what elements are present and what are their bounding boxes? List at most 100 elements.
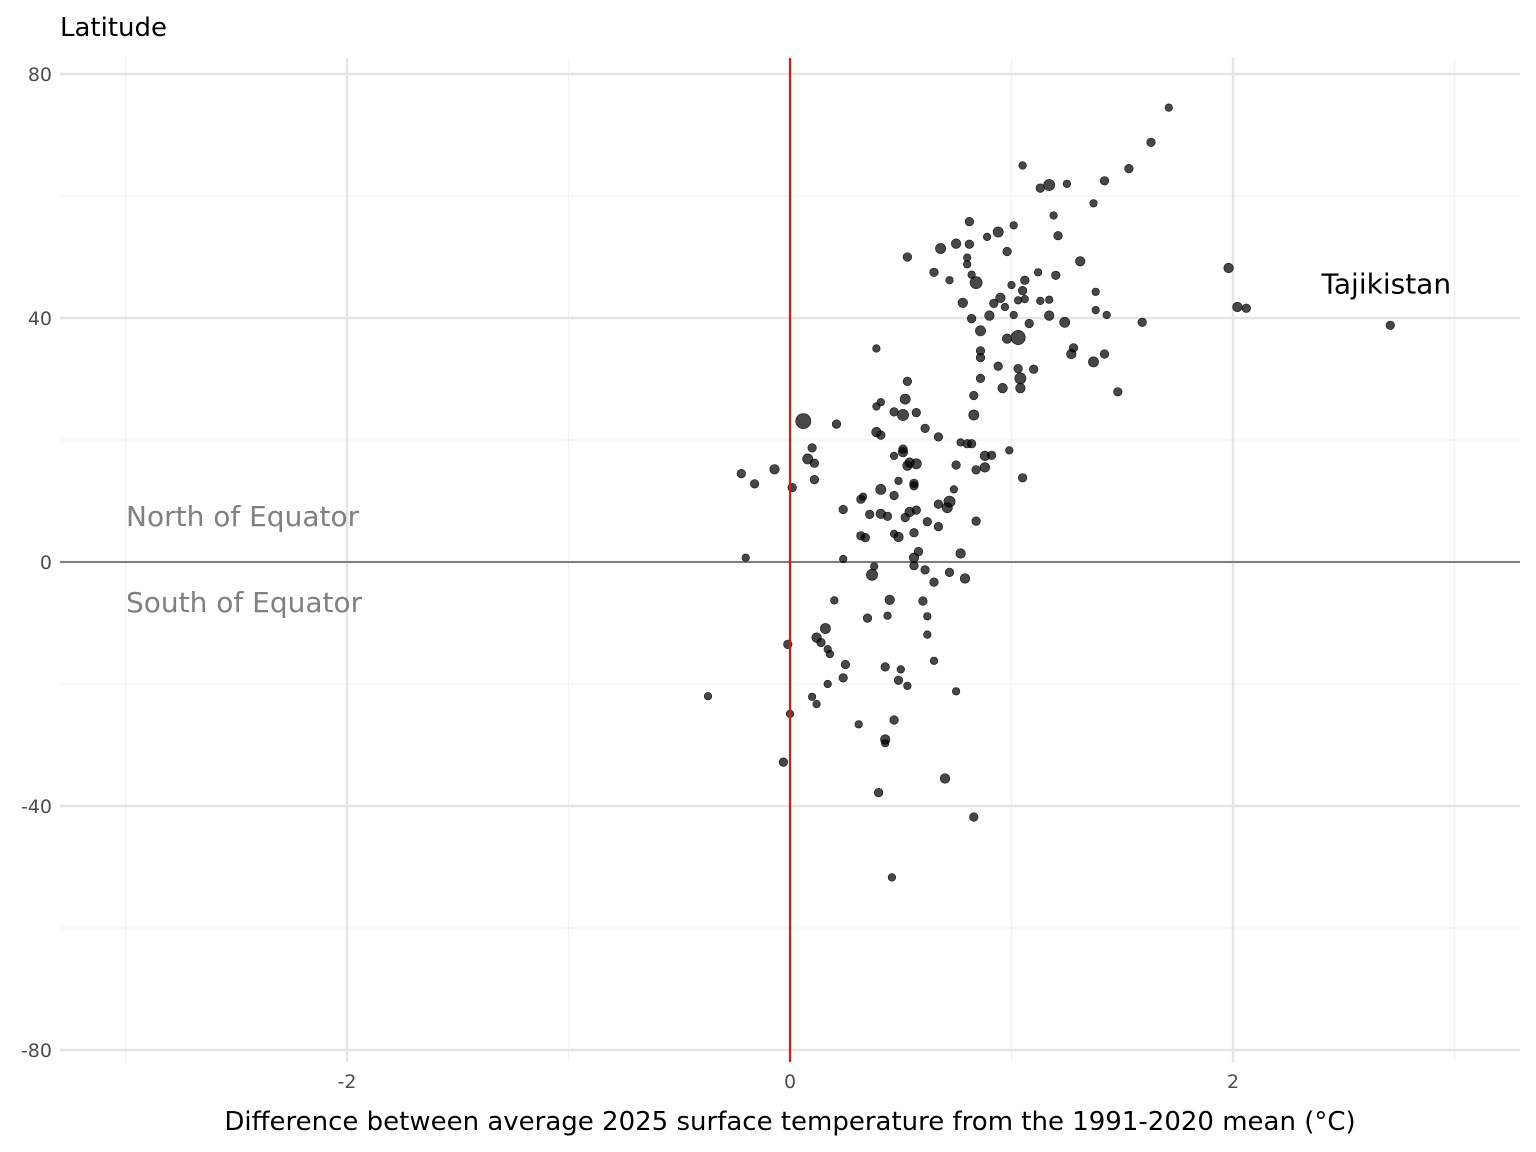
data-point bbox=[929, 267, 939, 277]
data-point bbox=[933, 521, 944, 532]
data-point bbox=[1010, 329, 1026, 345]
data-point bbox=[862, 613, 873, 623]
data-point bbox=[736, 469, 746, 479]
data-point bbox=[955, 548, 966, 559]
data-point bbox=[875, 483, 887, 495]
data-point bbox=[935, 243, 946, 254]
data-point bbox=[1385, 320, 1395, 330]
data-point bbox=[809, 475, 820, 485]
x-axis-ticks: -2 0 2 bbox=[338, 1071, 1240, 1093]
data-points bbox=[703, 103, 1395, 882]
data-point bbox=[866, 568, 878, 581]
data-point bbox=[769, 464, 780, 475]
x-tick-label: 2 bbox=[1227, 1071, 1239, 1093]
data-point bbox=[923, 612, 932, 621]
data-point bbox=[1000, 302, 1010, 312]
north-of-equator-label: North of Equator bbox=[126, 500, 360, 533]
data-point bbox=[982, 232, 992, 241]
data-point bbox=[910, 458, 922, 470]
data-point bbox=[880, 662, 890, 672]
data-point bbox=[778, 757, 789, 767]
data-point bbox=[1053, 231, 1063, 241]
data-point bbox=[1099, 176, 1110, 186]
data-point bbox=[945, 276, 954, 285]
data-point bbox=[812, 699, 821, 709]
data-point bbox=[872, 402, 881, 411]
data-point bbox=[933, 499, 944, 509]
data-point bbox=[820, 623, 831, 634]
data-point bbox=[899, 393, 911, 405]
data-point bbox=[966, 439, 977, 449]
data-point bbox=[889, 715, 899, 725]
data-point bbox=[825, 649, 835, 659]
data-point bbox=[1164, 103, 1173, 112]
data-point bbox=[951, 687, 961, 696]
south-of-equator-label: South of Equator bbox=[126, 586, 363, 619]
data-point bbox=[969, 812, 979, 822]
data-point bbox=[920, 565, 930, 575]
data-point bbox=[1049, 211, 1058, 220]
data-point bbox=[749, 479, 760, 489]
data-point bbox=[889, 451, 899, 461]
data-point bbox=[896, 665, 905, 674]
data-point bbox=[900, 512, 910, 523]
data-point bbox=[838, 673, 848, 683]
data-point bbox=[909, 561, 919, 571]
data-point bbox=[872, 344, 881, 353]
data-point bbox=[964, 217, 975, 227]
data-point bbox=[920, 423, 930, 434]
data-point bbox=[1099, 349, 1110, 359]
data-point bbox=[1017, 286, 1028, 296]
data-point bbox=[1137, 317, 1147, 327]
data-point bbox=[1007, 281, 1016, 290]
data-point bbox=[1014, 372, 1027, 385]
y-tick-label: 0 bbox=[40, 552, 52, 574]
data-point bbox=[1091, 287, 1100, 296]
data-point bbox=[1009, 310, 1018, 320]
data-point bbox=[933, 432, 944, 442]
data-point bbox=[975, 373, 986, 384]
data-point bbox=[807, 692, 817, 701]
data-point bbox=[971, 516, 981, 526]
data-point bbox=[807, 443, 817, 453]
data-point bbox=[1020, 295, 1029, 304]
data-point bbox=[1075, 256, 1086, 267]
data-point bbox=[840, 659, 851, 670]
data-point bbox=[1024, 318, 1034, 329]
data-point bbox=[951, 460, 961, 470]
data-point bbox=[975, 325, 986, 337]
data-point bbox=[969, 276, 983, 289]
data-point bbox=[992, 226, 1004, 238]
data-point bbox=[831, 419, 842, 429]
data-point bbox=[911, 408, 921, 418]
data-point bbox=[950, 238, 962, 249]
data-point bbox=[986, 450, 997, 460]
data-point bbox=[876, 430, 886, 440]
data-point bbox=[1102, 310, 1111, 320]
data-point bbox=[816, 637, 826, 648]
data-point bbox=[941, 502, 953, 514]
data-point bbox=[854, 720, 863, 729]
data-point bbox=[995, 292, 1006, 304]
data-point bbox=[703, 692, 713, 701]
data-point bbox=[830, 596, 839, 605]
data-point bbox=[893, 675, 904, 685]
data-point bbox=[929, 577, 939, 587]
x-axis-title: Difference between average 2025 surface … bbox=[224, 1107, 1355, 1137]
data-point bbox=[889, 490, 899, 501]
data-point bbox=[1015, 383, 1026, 394]
data-point bbox=[975, 353, 986, 363]
data-point bbox=[949, 485, 959, 494]
data-point bbox=[1002, 246, 1012, 257]
data-point bbox=[1035, 183, 1045, 193]
data-point bbox=[839, 554, 848, 564]
data-point bbox=[979, 462, 991, 473]
data-point bbox=[1232, 301, 1243, 313]
data-point bbox=[909, 528, 919, 538]
data-point bbox=[865, 509, 875, 520]
data-point bbox=[971, 465, 981, 475]
data-point bbox=[897, 447, 909, 458]
data-point bbox=[1223, 262, 1234, 274]
data-point bbox=[922, 517, 932, 527]
data-point bbox=[809, 458, 820, 468]
